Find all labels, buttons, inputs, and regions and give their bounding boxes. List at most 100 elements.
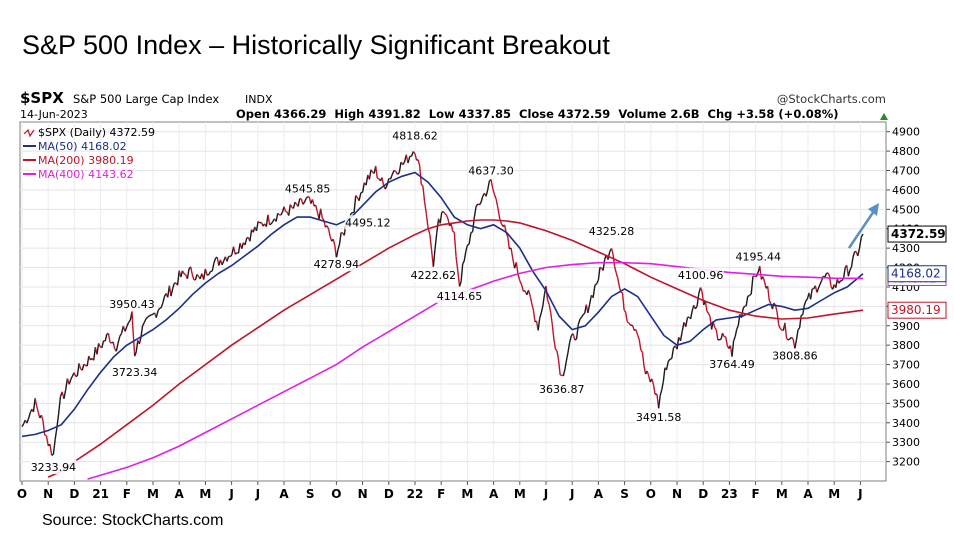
annotation-bg [735, 249, 782, 264]
price-segment [835, 278, 839, 288]
price-segment [505, 232, 509, 237]
x-tick-label: A [489, 487, 499, 501]
price-segment [795, 329, 799, 340]
x-tick-label: S [306, 487, 315, 501]
last-ma50-box [887, 265, 947, 283]
x-tick-label: D [69, 487, 79, 501]
price-segment [21, 423, 25, 428]
price-segment [189, 266, 193, 275]
price-segment [191, 274, 195, 281]
last-price-label: 4372.59 [891, 227, 946, 241]
annotation-label: 3636.87 [539, 383, 585, 396]
price-segment [826, 272, 829, 275]
slide-title: S&P 500 Index – Historically Significant… [22, 30, 610, 60]
y-tick-label: 4500 [892, 203, 920, 216]
y-tick-label: 3400 [892, 417, 920, 430]
price-segment [554, 348, 558, 352]
price-segment [635, 329, 639, 336]
price-segment [70, 375, 74, 380]
last-ma200-label: 3980.19 [891, 303, 941, 317]
price-segment [665, 361, 669, 371]
price-segment [49, 444, 53, 456]
price-segment [577, 318, 581, 325]
price-segment [45, 435, 49, 446]
price-segment [422, 185, 426, 202]
price-segment [124, 326, 128, 332]
price-segment [425, 213, 429, 229]
price-segment [617, 278, 621, 287]
price-segment [140, 325, 144, 338]
price-segment [458, 281, 462, 287]
price-segment [171, 283, 175, 290]
price-segment [319, 208, 323, 219]
price-segment [550, 312, 553, 325]
annotation-label: 4222.62 [411, 269, 457, 282]
y-tick-label: 4600 [892, 184, 920, 197]
price-segment [326, 225, 330, 230]
price-segment [388, 177, 391, 180]
price-segment [849, 266, 853, 271]
price-segment [623, 309, 627, 313]
x-tick-label: M [147, 487, 159, 501]
price-segment [35, 405, 39, 413]
price-segment [736, 325, 739, 330]
x-tick-label: S [620, 487, 629, 501]
price-segment [707, 313, 711, 317]
price-segment [487, 181, 491, 191]
price-segment [706, 310, 710, 314]
price-segment [86, 355, 90, 367]
series [21, 151, 864, 480]
price-segment [370, 169, 374, 173]
price-segment [358, 192, 362, 201]
price-segment [610, 248, 614, 255]
y-tick-label: 4300 [892, 242, 920, 255]
price-segment [160, 302, 164, 309]
price-segment [109, 341, 112, 344]
price-segment [819, 280, 823, 285]
price-segment [667, 358, 671, 362]
price-segment [497, 208, 501, 219]
price-segment [745, 296, 749, 307]
price-segment [515, 262, 519, 275]
source-note: Source: StockCharts.com [42, 512, 224, 529]
ma400-line [87, 261, 864, 480]
x-tick-label: A [279, 487, 289, 501]
annotation-label: 4545.85 [285, 182, 331, 195]
price-segment [704, 300, 708, 312]
annotation-bg [588, 224, 635, 239]
legend-ma400: MA(400) 4143.62 [38, 168, 134, 181]
price-segment [553, 338, 557, 350]
price-segment [662, 367, 666, 382]
price-segment [338, 232, 342, 245]
annotation-bg [284, 181, 331, 196]
price-segment [734, 329, 738, 337]
price-segment [420, 184, 424, 187]
price-segment [321, 217, 325, 221]
price-segment [131, 311, 134, 330]
y-tick-label: 3900 [892, 320, 920, 333]
price-segment [652, 384, 656, 395]
price-segment [232, 246, 236, 255]
price-segment [640, 349, 643, 353]
price-segment [628, 322, 632, 326]
x-tick-label: F [123, 487, 131, 501]
price-segment [701, 291, 705, 306]
annotation-label: 3723.34 [112, 366, 158, 379]
price-segment [671, 347, 675, 359]
annotation-label: 3808.86 [772, 349, 818, 362]
price-segment [492, 188, 496, 195]
price-segment [101, 340, 105, 348]
annotation-bg [410, 268, 457, 283]
price-segment [442, 211, 446, 215]
price-segment [126, 322, 130, 327]
price-segment [797, 327, 801, 331]
legend-price-swatch [23, 128, 35, 138]
price-segment [800, 314, 804, 317]
price-segment [565, 352, 569, 361]
price-segment [466, 243, 470, 246]
breakout-arrow-head [868, 203, 879, 216]
chart-symbol: $SPX [20, 89, 64, 107]
annotation-bg [313, 257, 360, 272]
price-segment [784, 322, 788, 339]
annotation-bg [771, 348, 818, 363]
